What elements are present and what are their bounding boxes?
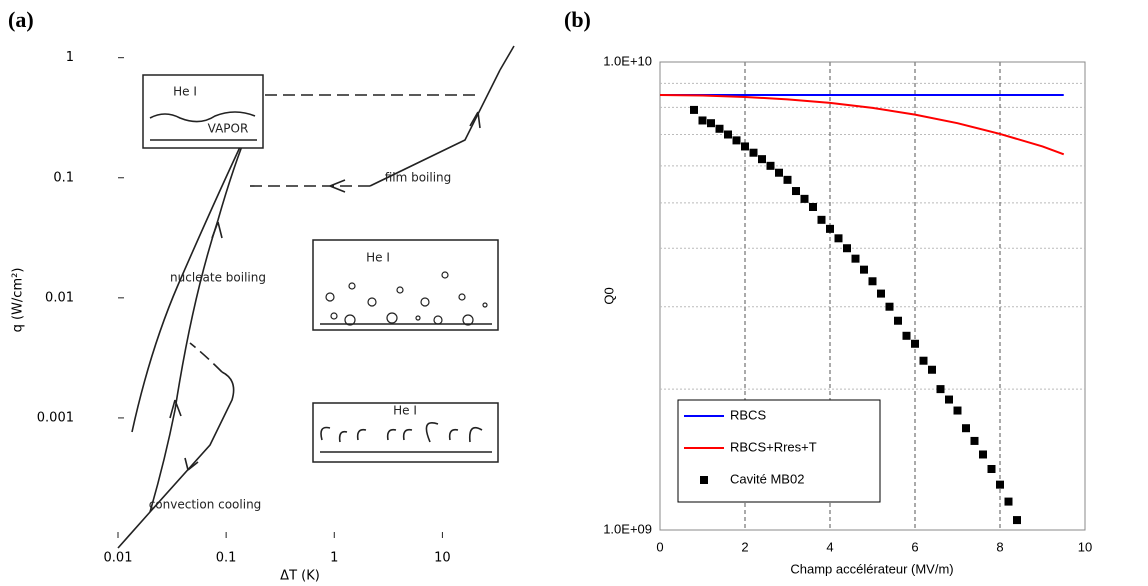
data-point: [1013, 516, 1021, 525]
y-tick-label: 1.0E+09: [603, 521, 652, 536]
box: [142, 74, 264, 149]
data-point: [715, 124, 724, 133]
x-axis-label: Champ accélérateur (MV/m): [790, 561, 953, 576]
y-axis-label: Q0: [601, 287, 616, 304]
annotation: convection cooling: [149, 498, 262, 512]
wave: [149, 111, 256, 123]
data-point: [809, 202, 817, 211]
arrow: [184, 457, 199, 471]
data-point: [928, 365, 936, 374]
data-point: [749, 148, 758, 157]
data-point: [945, 395, 953, 404]
plot: 0 2 4 6 8 10 1.0E+09 1.0E+10 Q0 Champ accélérateu…: [601, 53, 1092, 576]
curve: [149, 107, 259, 513]
panel-label: (b): [564, 7, 591, 32]
data-point: [792, 187, 800, 196]
annotation: film boiling: [385, 171, 452, 185]
arrow: [211, 221, 223, 239]
curve: [189, 342, 223, 373]
y-tick-label: 0.01: [45, 290, 74, 305]
y-tick-label: 1: [66, 50, 74, 65]
data-point: [970, 436, 979, 445]
data-point: [962, 424, 970, 433]
data-point: [987, 465, 996, 474]
data-point: [877, 289, 885, 298]
annotation: He I: [366, 251, 390, 265]
data-point: [953, 406, 962, 415]
annotation: He I: [393, 404, 417, 418]
arrow: [169, 399, 182, 419]
y-axis-label: q (W/cm²): [11, 268, 26, 333]
legend-swatch: [700, 476, 708, 484]
annotation: VAPOR: [208, 122, 249, 136]
data-point: [707, 119, 715, 128]
x-tick-label: 4: [826, 539, 833, 554]
data-point: [732, 136, 741, 145]
box: [312, 239, 499, 331]
data-point: [817, 215, 826, 224]
x-tick-label: 10: [1078, 539, 1092, 554]
data-point: [698, 116, 707, 125]
data-line: [659, 94, 1065, 156]
curve: [131, 129, 249, 433]
plot: 0.01 0.1 1 10 0.001 0.01 0.1 1 q (W/cm²) ΔT (K) He…: [11, 50, 452, 583]
y-tick-label: 0.001: [37, 410, 74, 425]
data-point: [979, 450, 987, 459]
diagram-boxes: [142, 74, 499, 463]
data-point: [851, 254, 860, 263]
data-point: [843, 244, 851, 253]
data-point: [919, 356, 928, 365]
annotation: He I: [173, 85, 197, 99]
data-point: [775, 168, 783, 177]
data-point: [860, 265, 868, 274]
data-point: [766, 161, 775, 170]
bubbles: [325, 271, 488, 326]
y-tick-label: 1.0E+10: [603, 53, 652, 68]
x-tick-label: 10: [434, 551, 451, 566]
x-tick-label: 0.1: [216, 551, 237, 566]
data-point: [826, 224, 834, 233]
arrow: [329, 179, 346, 193]
data-point: [911, 339, 919, 348]
data-point: [996, 480, 1004, 489]
x-tick-label: 0: [656, 539, 663, 554]
data-point: [783, 175, 792, 184]
legend-label: RBCS: [730, 407, 766, 422]
legend-label: RBCS+Rres+T: [730, 439, 817, 454]
arrow: [469, 111, 481, 129]
curve: [499, 45, 515, 71]
data-point: [936, 385, 945, 394]
data-point: [724, 130, 732, 139]
y-tick-label: 0.1: [53, 170, 74, 185]
x-tick-label: 1: [330, 551, 338, 566]
data-point: [885, 302, 894, 311]
data-point: [902, 331, 911, 340]
data-point: [1004, 497, 1013, 506]
x-tick-label: 6: [911, 539, 918, 554]
data-point: [868, 277, 877, 286]
panel-label: (a): [8, 7, 34, 32]
data-point: [834, 234, 843, 243]
x-axis-label: ΔT (K): [280, 569, 320, 584]
curve: [369, 69, 501, 187]
data-point: [894, 316, 902, 325]
annotation: nucleate boiling: [170, 271, 266, 285]
x-tick-label: 8: [996, 539, 1003, 554]
x-tick-label: 0.01: [104, 551, 133, 566]
diagram-curves: [117, 45, 515, 549]
curve: [117, 371, 235, 549]
data-point: [758, 155, 766, 164]
x-tick-label: 2: [741, 539, 748, 554]
data-point: [800, 194, 809, 203]
data-point: [741, 142, 749, 151]
legend-label: Cavité MB02: [730, 471, 804, 486]
convection: [320, 422, 483, 443]
data-point: [690, 105, 698, 114]
